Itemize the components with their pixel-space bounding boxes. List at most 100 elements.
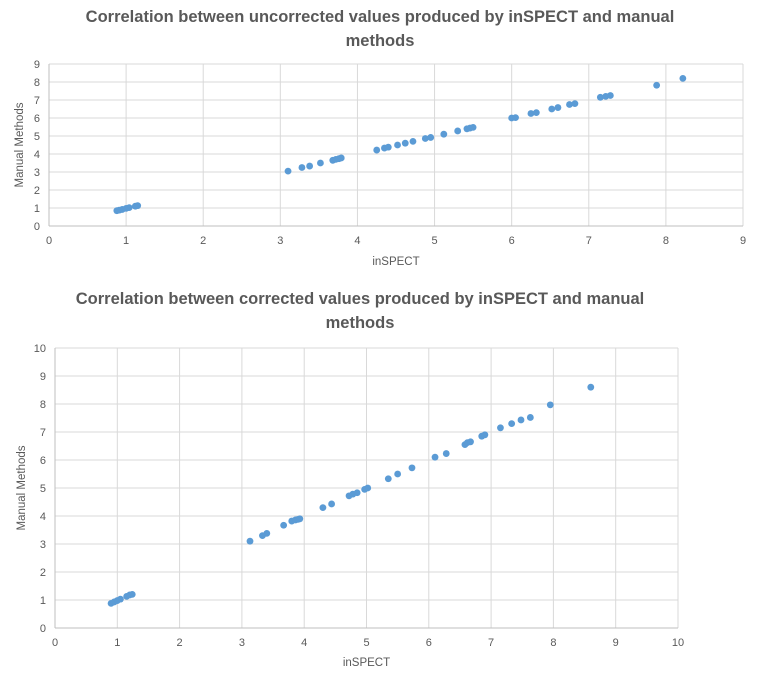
- chart1-data-point: [298, 164, 306, 171]
- chart2-x-tick-label: 0: [52, 637, 58, 649]
- chart2-data-point: [384, 475, 392, 483]
- chart2-data-point: [280, 521, 288, 529]
- chart2-y-tick-label: 0: [40, 623, 46, 635]
- chart1-data-point: [566, 101, 573, 108]
- chart1-data-point: [125, 204, 133, 212]
- chart1-data-point: [679, 75, 687, 82]
- chart1-x-tick-label: 6: [509, 235, 515, 247]
- chart2-y-tick-label: 1: [40, 595, 46, 607]
- chart1-y-tick-label: 4: [34, 149, 40, 161]
- chart2-y-tick-label: 2: [40, 567, 46, 579]
- chart1-x-axis-label: inSPECT: [372, 256, 419, 268]
- chart2-x-tick-label: 7: [488, 637, 494, 649]
- chart1-y-tick-label: 9: [34, 59, 40, 71]
- chart2-x-tick-label: 3: [239, 637, 245, 649]
- chart2-y-tick-label: 7: [40, 427, 46, 439]
- chart2-data-point: [296, 515, 304, 523]
- chart2-y-tick-label: 9: [40, 371, 46, 383]
- chart2-data-point: [394, 470, 402, 478]
- chart1-x-tick-label: 7: [586, 235, 592, 247]
- chart2-data-point: [319, 504, 327, 511]
- chart1-data-point: [134, 202, 142, 210]
- chart2-data-point: [442, 450, 450, 457]
- chart1-data-point: [532, 109, 540, 116]
- chart1-x-tick-label: 5: [431, 235, 437, 247]
- chart1-data-point: [394, 141, 401, 149]
- chart2-data-point: [263, 529, 271, 537]
- chart1-y-tick-label: 1: [34, 203, 40, 215]
- chart2-x-tick-label: 10: [672, 637, 684, 649]
- chart1-y-tick-label: 7: [34, 95, 40, 107]
- chart1-data-point: [571, 100, 579, 107]
- chart1-x-tick-label: 4: [354, 235, 360, 247]
- chart2-y-tick-label: 8: [40, 399, 46, 411]
- chart2-data-point: [467, 438, 474, 446]
- chart2-data-point: [587, 383, 595, 391]
- chart1-data-point: [440, 130, 448, 138]
- chart1-data-point: [409, 138, 417, 145]
- chart1-x-tick-label: 0: [46, 235, 52, 247]
- chart1-data-point: [469, 123, 477, 131]
- chart1-data-point: [512, 114, 519, 122]
- chart2-x-tick-label: 1: [114, 637, 120, 649]
- chart2-x-tick-label: 5: [363, 637, 369, 649]
- chart1-data-point: [384, 143, 392, 151]
- chart1-title: Correlation between uncorrected values p…: [85, 8, 675, 50]
- chart2-x-tick-label: 4: [301, 637, 307, 649]
- chart2-y-tick-label: 10: [34, 343, 46, 355]
- chart2-data-point: [408, 464, 416, 472]
- chart2-y-tick-label: 3: [40, 539, 46, 551]
- chart2-x-axis-label: inSPECT: [343, 657, 390, 669]
- chart1-data-point: [653, 81, 661, 89]
- chart1-y-tick-label: 0: [34, 221, 40, 233]
- chart1-data-point: [306, 162, 314, 170]
- chart1-data-point: [317, 159, 324, 167]
- chart2-data-point: [117, 595, 124, 603]
- chart1-data-point: [373, 146, 381, 154]
- chart2-data-point: [481, 431, 489, 439]
- chart2-x-tick-label: 2: [177, 637, 183, 649]
- chart2-x-tick-label: 8: [550, 637, 556, 649]
- chart1-data-point: [427, 134, 435, 141]
- chart1-x-tick-label: 2: [200, 235, 206, 247]
- chart1-data-point: [337, 154, 345, 162]
- chart2-y-tick-label: 6: [40, 455, 46, 467]
- chart1-x-tick-label: 1: [123, 235, 129, 247]
- chart2-data-point: [517, 416, 525, 424]
- chart2-data-point: [508, 420, 516, 427]
- chart1-y-tick-label: 6: [34, 113, 40, 125]
- chart1-y-tick-label: 2: [34, 185, 40, 197]
- chart2-y-tick-label: 4: [40, 511, 46, 523]
- chart1-data-point: [421, 135, 429, 142]
- chart2-x-tick-label: 9: [613, 637, 619, 649]
- chart1-y-tick-label: 8: [34, 77, 40, 89]
- chart1-data-point: [548, 105, 556, 113]
- chart2-data-point: [128, 591, 136, 598]
- chart1-y-tick-label: 5: [34, 131, 40, 143]
- chart1-x-tick-label: 3: [277, 235, 283, 247]
- chart1-data-point: [401, 139, 409, 147]
- chart2-data-point: [546, 401, 554, 409]
- chart1-data-point: [284, 167, 292, 175]
- chart2-plot: 0 1 2 3 4 5 6 7 8 9 10 0 1 2 3 4 5 6 7 8 9 10 inSPECT Manual Me…: [16, 343, 684, 669]
- chart1-data-point: [554, 104, 562, 111]
- chart2-data-point: [364, 484, 372, 492]
- chart2-y-tick-label: 5: [40, 483, 46, 495]
- chart2-data-point: [353, 489, 361, 497]
- chart1-plot: 0 1 2 3 4 5 6 7 8 9 0 1 2 3 4 5 6 7 8 9 inSPECT Manual Method…: [14, 59, 746, 268]
- chart2-data-point: [526, 414, 534, 421]
- chart2-data-point: [246, 537, 254, 545]
- chart2-data-point: [328, 500, 336, 508]
- chart2-title: Correlation between corrected values pro…: [75, 290, 645, 332]
- chart1-data-point: [596, 93, 604, 101]
- chart1-data-point: [454, 127, 462, 135]
- chart2-data-point: [497, 424, 504, 432]
- chart2-data-point: [431, 453, 439, 461]
- chart2-y-axis-label: Manual Methods: [16, 445, 28, 530]
- chart1-x-tick-label: 9: [740, 235, 746, 247]
- chart2-x-tick-label: 6: [426, 637, 432, 649]
- chart1-y-axis-label: Manual Methods: [14, 102, 26, 187]
- chart1-x-tick-label: 8: [663, 235, 669, 247]
- chart1-y-tick-label: 3: [34, 167, 40, 179]
